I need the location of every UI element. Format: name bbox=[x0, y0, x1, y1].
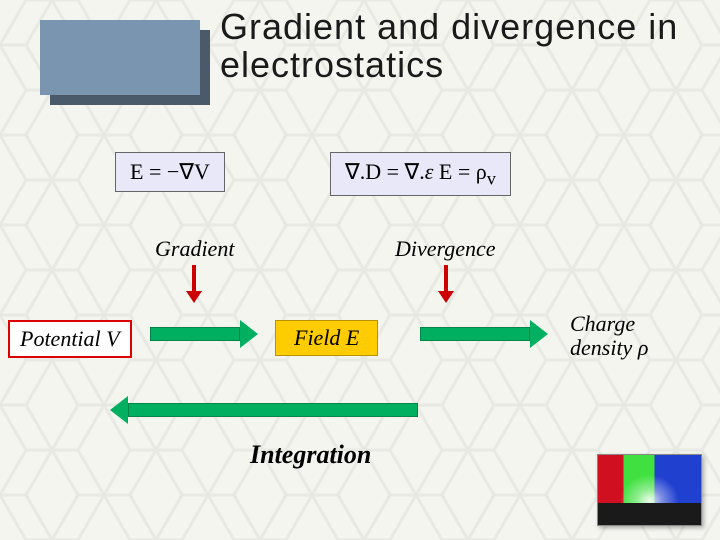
label-divergence: Divergence bbox=[395, 236, 496, 262]
arrow-gradient-down bbox=[186, 265, 202, 303]
equation-gradient: E = −∇V bbox=[115, 152, 225, 192]
arrow-potential-to-field bbox=[150, 320, 258, 348]
box-potential-v: Potential V bbox=[8, 320, 132, 358]
arrow-divergence-down bbox=[438, 265, 454, 303]
title-line2: electrostatics bbox=[220, 44, 444, 85]
arrow-integration-left bbox=[110, 396, 418, 424]
charge-line2: density ρ bbox=[570, 335, 648, 360]
label-gradient: Gradient bbox=[155, 236, 234, 262]
box-field-e: Field E bbox=[275, 320, 378, 356]
label-integration: Integration bbox=[250, 440, 371, 470]
projector-thumbnail bbox=[597, 454, 702, 526]
label-charge-density: Charge density ρ bbox=[570, 312, 648, 360]
equation-divergence: ∇.D = ∇.ε E = ρv bbox=[330, 152, 511, 196]
slide-title: Gradient and divergence in electrostatic… bbox=[220, 8, 678, 84]
arrow-field-to-charge bbox=[420, 320, 548, 348]
title-line1: Gradient and divergence in bbox=[220, 6, 678, 47]
charge-line1: Charge bbox=[570, 311, 635, 336]
title-decor-block bbox=[40, 20, 210, 105]
